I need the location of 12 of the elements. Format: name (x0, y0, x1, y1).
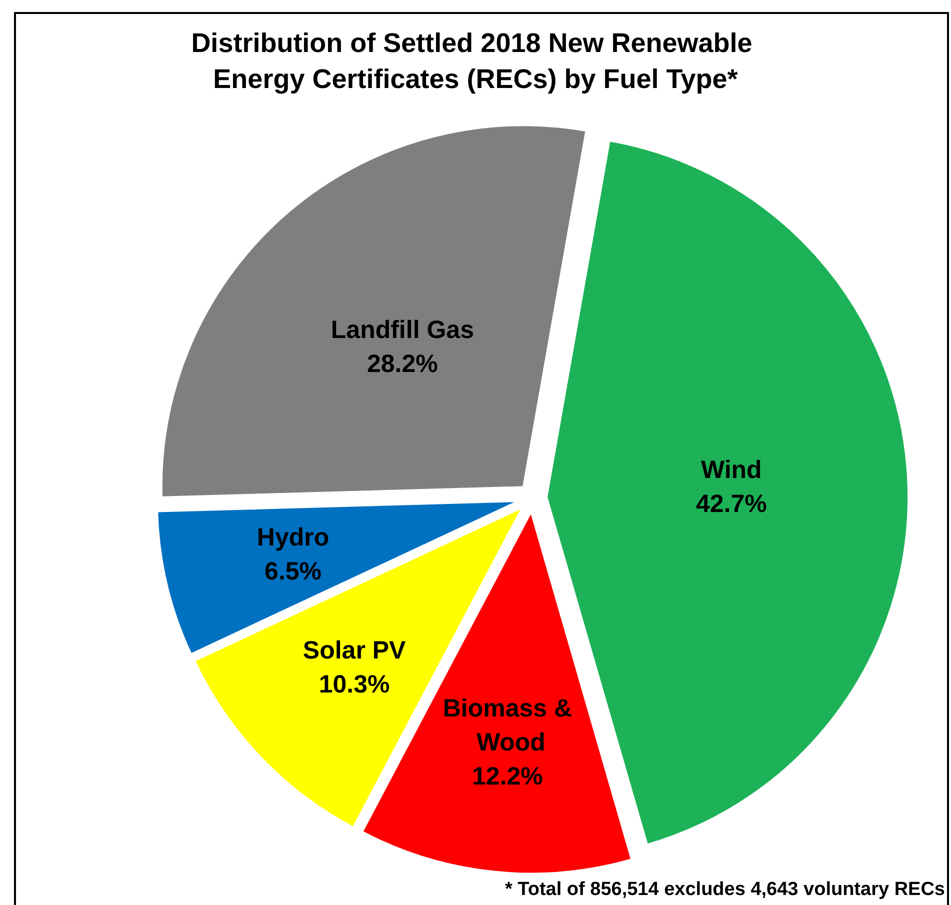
slice-label: Solar PV (302, 636, 406, 665)
text: * Total of 856,514 excludes 4,643 voluntary RECs (504, 879, 946, 900)
data-label: 10.3% (318, 670, 390, 699)
slice-label: Biomass & Wood (442, 694, 572, 757)
slice-label: Hydro (256, 524, 330, 552)
data-label: 6.5% (264, 558, 322, 586)
data-label: 28.2% (366, 350, 438, 378)
data-label: 42.7% (696, 490, 767, 518)
data-label: 12.2% (472, 762, 543, 791)
slice-label: Landfill Gas (330, 316, 474, 344)
chart-title: Distribution of Settled 2018 New Renewable Energy Certificates (RECs) by Fuel Type* (191, 28, 760, 94)
slice-label: Wind (700, 456, 762, 484)
